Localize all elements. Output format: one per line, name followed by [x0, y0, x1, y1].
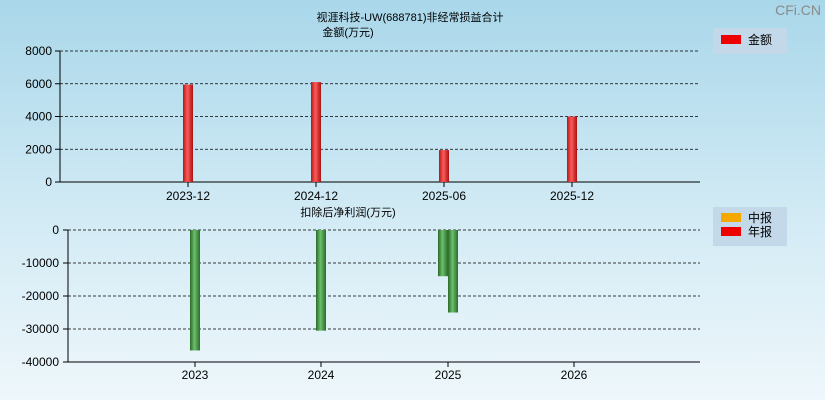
bottom-x-tick-label: 2026 [561, 368, 588, 382]
bottom-bar [448, 230, 458, 313]
legend-item-interim: 中报 [713, 210, 787, 225]
top-bar [439, 150, 449, 182]
bottom-bar [190, 230, 200, 351]
legend-item-annual: 年报 [713, 224, 787, 239]
bottom-bar [438, 230, 448, 277]
top-y-tick-label: 6000 [25, 77, 52, 91]
top-y-tick-label: 8000 [25, 44, 52, 58]
legend-swatch-annual [721, 226, 741, 236]
bottom-chart-title: 扣除后净利润(万元) [300, 205, 395, 219]
top-y-tick-label: 2000 [25, 142, 52, 156]
bottom-y-tick-label: 0 [52, 223, 59, 237]
top-legend: 金额 [713, 28, 787, 54]
top-x-tick-label: 2024-12 [294, 189, 338, 203]
bottom-x-tick-label: 2023 [182, 368, 209, 382]
bottom-y-tick-label: -30000 [22, 322, 60, 336]
top-plot-area: 0 2000 4000 6000 8000 2023-12 2024-12 2025-06 20… [25, 44, 700, 203]
top-chart-title: 视涯科技-UW(688781)非经常损益合计 [316, 10, 503, 24]
legend-label-interim: 中报 [748, 210, 773, 225]
top-chart-subtitle: 金额(万元) [322, 25, 373, 39]
top-bar [183, 84, 193, 182]
legend-swatch-amount [721, 34, 741, 44]
bottom-bar [316, 230, 326, 331]
bottom-y-tick-label: -40000 [22, 355, 60, 369]
bottom-y-tick-label: -10000 [22, 256, 60, 270]
top-x-tick-label: 2025-12 [550, 189, 594, 203]
legend-label-amount: 金额 [748, 32, 773, 47]
bottom-legend: 中报 年报 [713, 207, 787, 246]
top-y-tick-label: 0 [45, 175, 52, 189]
top-x-tick-label: 2023-12 [166, 189, 210, 203]
top-x-tick-label: 2025-06 [422, 189, 466, 203]
bottom-plot-area: 0 -10000 -20000 -30000 -40000 2023 2024 2025 202… [22, 223, 700, 382]
legend-item-amount: 金额 [713, 32, 787, 47]
legend-swatch-interim [721, 212, 741, 222]
watermark: CFi.CN [775, 2, 821, 18]
top-bar [311, 82, 321, 182]
bottom-x-tick-label: 2025 [435, 368, 462, 382]
bottom-y-tick-label: -20000 [22, 289, 60, 303]
top-bar [567, 116, 577, 182]
legend-label-annual: 年报 [748, 224, 773, 239]
top-y-tick-label: 4000 [25, 110, 52, 124]
bottom-x-tick-label: 2024 [308, 368, 335, 382]
